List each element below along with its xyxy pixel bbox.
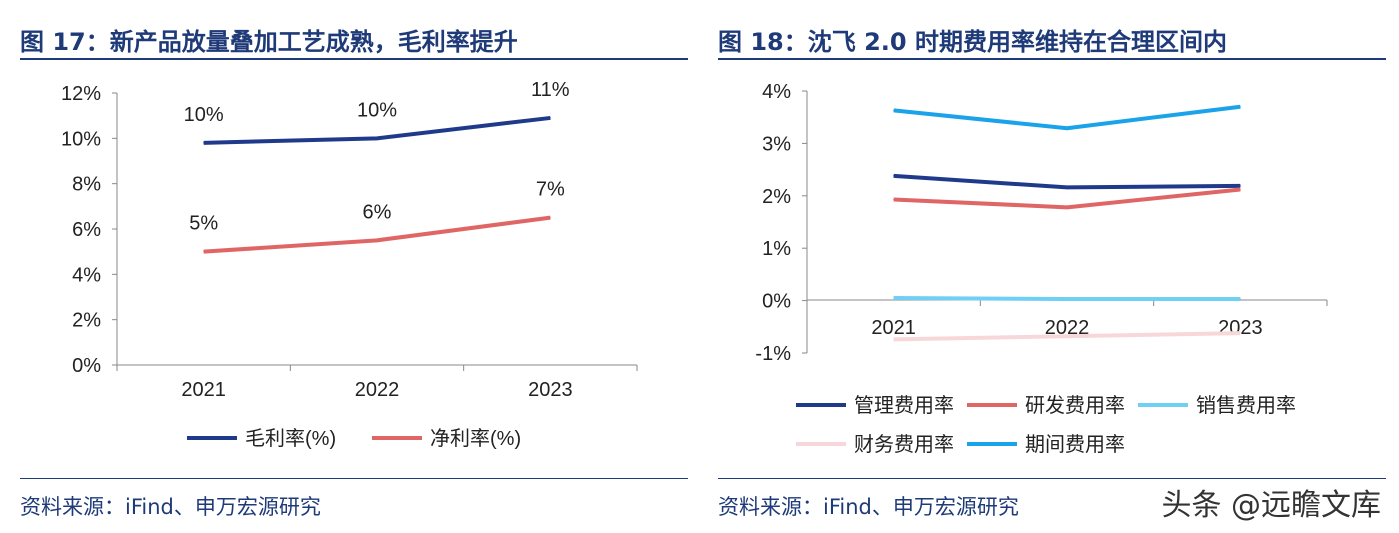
data-label: 6%: [363, 201, 392, 223]
x-tick-label: 2021: [871, 317, 916, 339]
data-point: [1066, 335, 1068, 337]
series-line: [893, 104, 1241, 131]
legend-label: 管理费用率: [854, 394, 954, 417]
data-point: [1239, 298, 1241, 300]
data-point: [1066, 127, 1068, 129]
expense-ratio-line-chart: -1% 0% 1% 2% 3% 4% 2021 2022 2023 管理费用率 研发费用率 销售费用率…: [755, 81, 1328, 456]
title-divider: [20, 58, 688, 60]
y-tick-label: -1%: [755, 343, 791, 365]
watermark: 头条 @远瞻文库: [1161, 488, 1381, 523]
data-point: [1066, 186, 1068, 188]
figure-18-title: 图 18：沈飞 2.0 时期费用率维持在合理区间内: [718, 28, 1227, 56]
x-tick-label: 2023: [528, 379, 573, 401]
data-point: [893, 198, 895, 200]
figure-17-panel: 图 17：新产品放量叠加工艺成熟，毛利率提升 0% 2% 4% 6% 8% 10% 12% 2…: [20, 28, 688, 519]
legend-label: 销售费用率: [1196, 394, 1296, 417]
y-tick-label: 12%: [61, 83, 101, 105]
data-point: [549, 117, 551, 119]
y-tick-label: 0%: [72, 355, 101, 377]
figure-17-source: 资料来源：iFind、申万宏源研究: [20, 495, 321, 519]
y-tick-label: 3%: [762, 133, 791, 155]
data-point: [893, 175, 895, 177]
x-tick-label: 2022: [1045, 317, 1090, 339]
data-point: [1239, 332, 1241, 334]
y-tick-label: 8%: [72, 174, 101, 196]
figure-18-panel: 图 18：沈飞 2.0 时期费用率维持在合理区间内 -1% 0% 1% 2% 3% 4% 2…: [700, 0, 1399, 533]
data-point: [1239, 185, 1241, 187]
data-label: 7%: [536, 179, 565, 201]
data-label: 11%: [531, 79, 570, 101]
y-tick-label: 4%: [72, 264, 101, 286]
legend-label: 财务费用率: [854, 433, 954, 456]
data-point: [1066, 206, 1068, 208]
legend-label: 期间费用率: [1025, 433, 1125, 456]
y-tick-label: 0%: [762, 291, 791, 313]
margin-line-chart: 0% 2% 4% 6% 8% 10% 12% 2021 2022 2023 10% 10% 11% 5% 6…: [61, 79, 638, 450]
data-point: [893, 109, 895, 111]
data-point: [893, 338, 895, 340]
data-point: [1239, 106, 1241, 108]
footer-divider: [718, 478, 1386, 479]
figure-17-title: 图 17：新产品放量叠加工艺成熟，毛利率提升: [20, 28, 518, 56]
data-label: 10%: [357, 99, 397, 121]
data-point: [1239, 189, 1241, 191]
series-line: [203, 115, 551, 145]
figure-18-source: 资料来源：iFind、申万宏源研究: [718, 495, 1019, 519]
data-label: 5%: [189, 213, 218, 235]
data-point: [1066, 298, 1068, 300]
y-tick-label: 1%: [762, 238, 791, 260]
x-tick-label: 2021: [181, 379, 226, 401]
x-tick-label: 2023: [1218, 317, 1263, 339]
series-line: [893, 187, 1241, 210]
data-point: [203, 251, 205, 253]
data-point: [376, 239, 378, 241]
data-point: [893, 297, 895, 299]
title-divider: [718, 58, 1386, 60]
data-point: [549, 217, 551, 219]
data-label: 10%: [184, 104, 224, 126]
y-tick-label: 6%: [72, 219, 101, 241]
series-line: [893, 173, 1241, 190]
x-tick-label: 2022: [355, 379, 400, 401]
y-tick-label: 2%: [762, 186, 791, 208]
legend-label: 净利率(%): [430, 427, 521, 450]
data-point: [203, 142, 205, 144]
footer-divider: [20, 478, 688, 479]
y-tick-label: 10%: [61, 128, 101, 150]
data-point: [376, 137, 378, 139]
legend-label: 研发费用率: [1025, 394, 1125, 417]
y-tick-label: 4%: [762, 81, 791, 103]
y-tick-label: 2%: [72, 310, 101, 332]
legend-label: 毛利率(%): [245, 427, 336, 450]
